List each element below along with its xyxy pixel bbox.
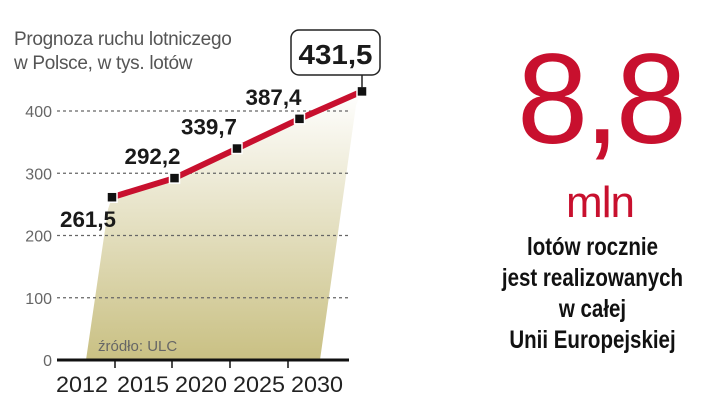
stat-description-line: jest realizowanych — [501, 264, 684, 292]
data-label: 292,2 — [125, 144, 181, 169]
y-tick-label: 300 — [25, 166, 52, 183]
x-tick-label: 2025 — [233, 372, 285, 397]
stat-value: 8,8 — [517, 28, 687, 171]
data-point-marker — [168, 172, 181, 184]
chart-title-line: Prognoza ruchu lotniczego — [14, 29, 232, 50]
y-tick-label: 200 — [25, 229, 52, 246]
data-point-marker — [293, 113, 306, 125]
y-tick-label: 100 — [25, 291, 52, 308]
y-tick-label: 400 — [25, 104, 52, 121]
data-label: 261,5 — [60, 207, 116, 232]
data-point-marker — [356, 85, 368, 98]
stat-description-line: Unii Europejskiej — [509, 326, 676, 354]
x-tick-label: 2015 — [117, 372, 169, 397]
chart-area-fill — [86, 91, 362, 361]
chart-subtitle: w Polsce, w tys. lotów — [14, 53, 193, 74]
y-tick-label: 0 — [43, 353, 52, 370]
x-tick-label: 2020 — [175, 372, 227, 397]
stat-description: lotów rocznie jest realizowanych w całej… — [484, 232, 701, 356]
data-label: 387,4 — [246, 85, 303, 110]
x-tick-label: 2012 — [56, 372, 108, 397]
callout-box — [290, 29, 381, 76]
callout-label: 431,5 — [299, 39, 373, 70]
x-tick-label: 2030 — [291, 372, 343, 397]
data-label: 339,7 — [181, 115, 237, 140]
chart-title: Prognoza ruchu lotniczego w Polsce, w ty… — [14, 28, 232, 76]
stat-description-line: lotów rocznie — [527, 233, 658, 261]
data-point-marker — [231, 142, 243, 155]
stat-unit: mln — [566, 178, 635, 227]
source-note: źródło: ULC — [98, 338, 177, 355]
data-point-marker — [106, 191, 118, 203]
stat-description-line: w całej — [558, 295, 627, 323]
